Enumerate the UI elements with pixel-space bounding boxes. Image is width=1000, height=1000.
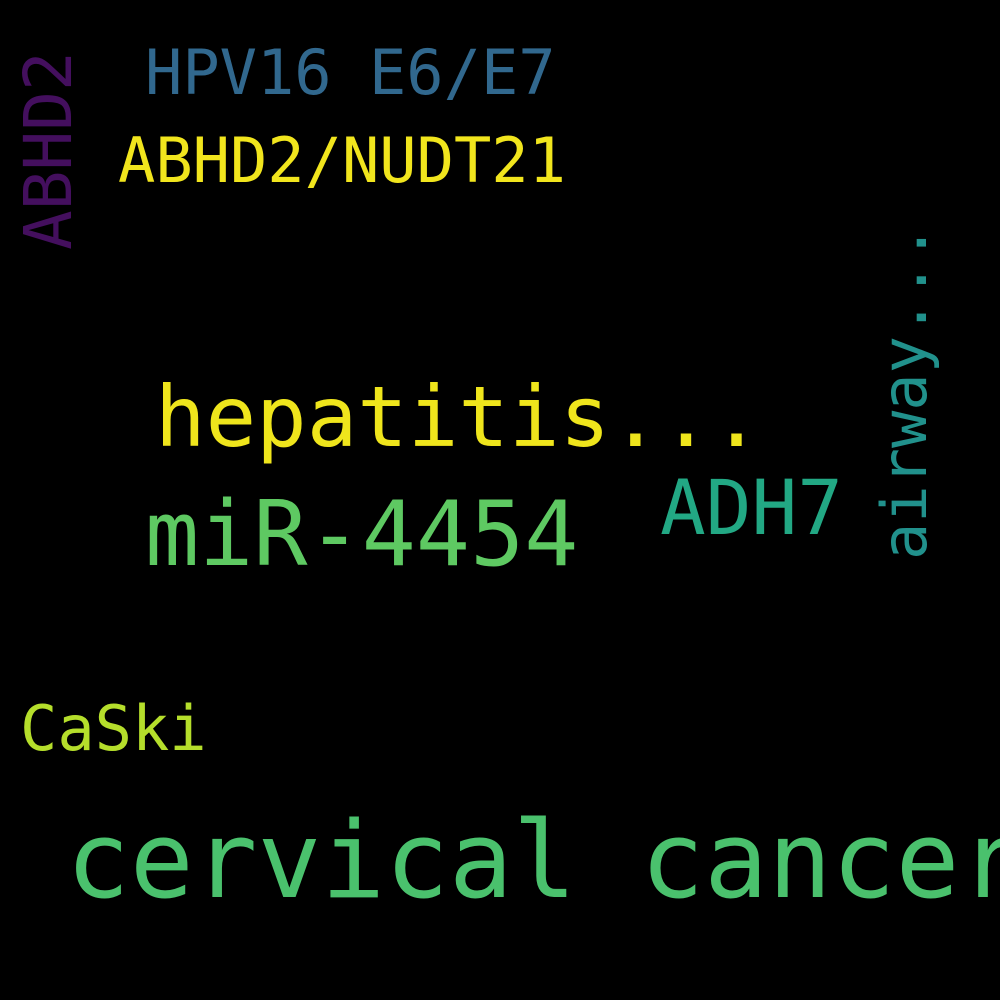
word-adh7: ADH7: [660, 463, 844, 552]
word-hepatitis: hepatitis...: [155, 368, 762, 466]
word-mir-4454: miR-4454: [145, 482, 579, 587]
word-abhd2-nudt21: ABHD2/NUDT21: [118, 124, 566, 197]
word-airway: airway...: [868, 224, 941, 560]
word-hpv16-e6-e7: HPV16 E6/E7: [145, 36, 556, 109]
word-cervical-cancer: cervical cancer: [66, 799, 1000, 922]
word-caski: CaSki: [20, 692, 207, 765]
word-abhd2: ABHD2: [10, 51, 87, 250]
